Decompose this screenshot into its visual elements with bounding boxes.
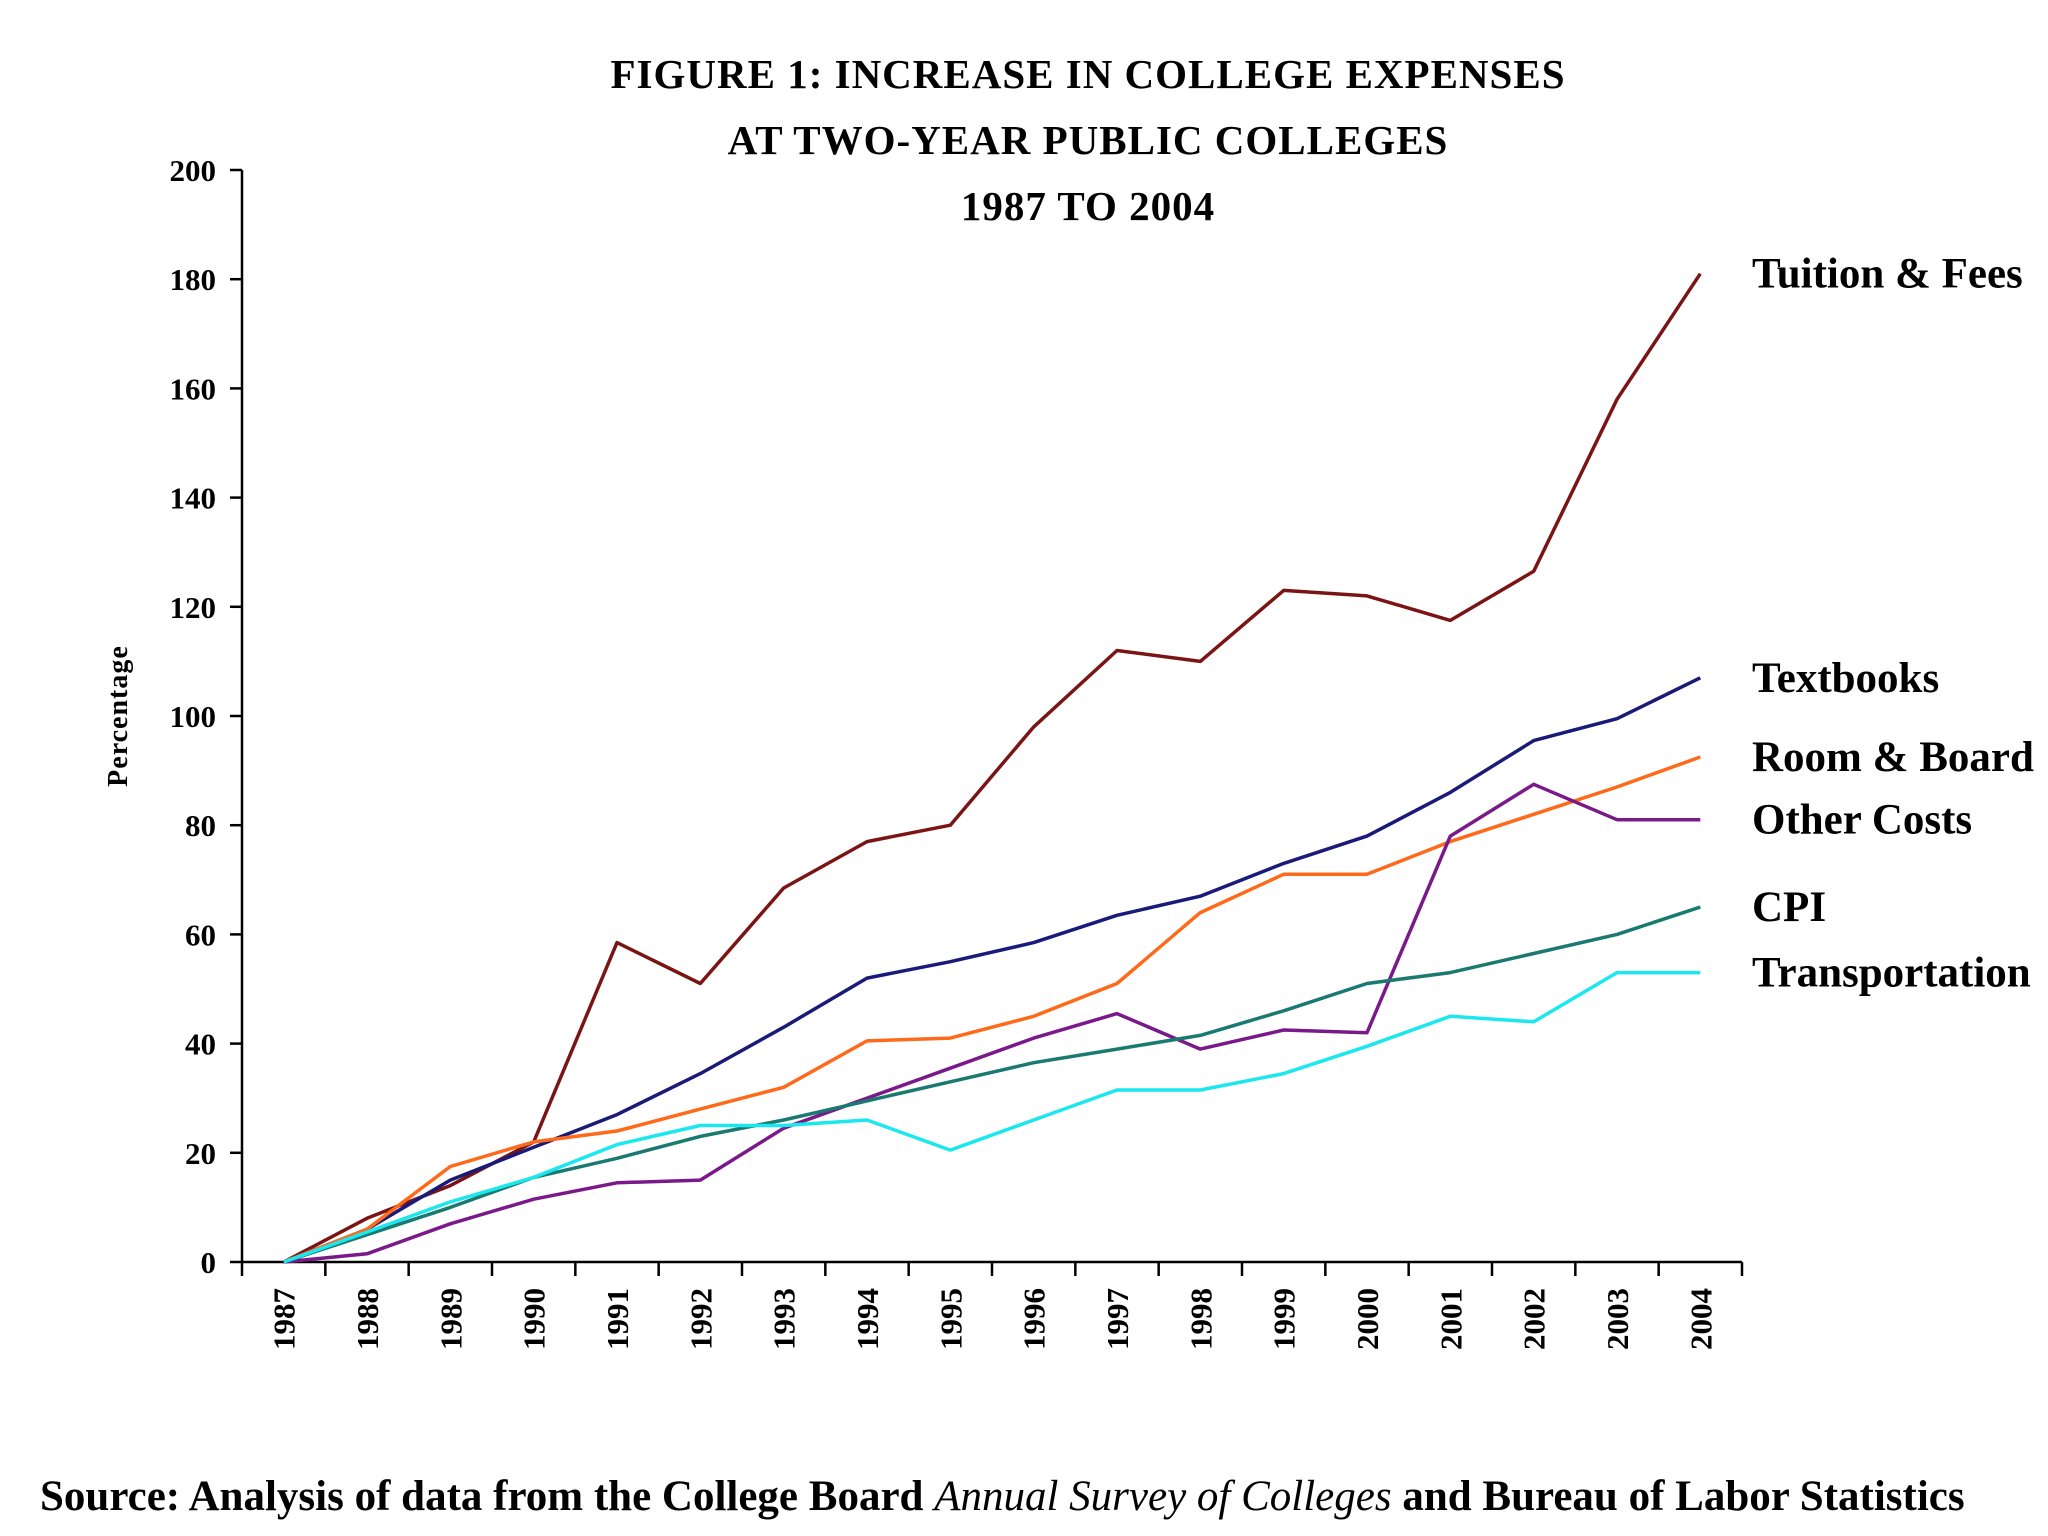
y-tick-label: 160	[170, 371, 217, 406]
y-tick-label: 40	[185, 1027, 216, 1062]
series-label: Tuition & Fees	[1752, 251, 2023, 298]
source-prefix: Source: Analysis of data from the Colleg…	[40, 1473, 935, 1520]
chart-title-line: FIGURE 1: INCREASE IN COLLEGE EXPENSES	[611, 51, 1566, 97]
x-tick-label: 1997	[1100, 1288, 1135, 1350]
chart-title-line: AT TWO-YEAR PUBLIC COLLEGES	[728, 117, 1449, 163]
x-tick-label: 1999	[1267, 1288, 1302, 1350]
x-tick-label: 2000	[1350, 1288, 1385, 1350]
x-tick-label: 1992	[683, 1288, 718, 1350]
x-tick-label: 1989	[433, 1288, 468, 1350]
x-axis: 1987 1988 1989 1990 1991 1992 1993 1994 1995 1996…	[240, 1262, 1744, 1350]
series-label: CPI	[1752, 884, 1826, 931]
x-tick-label: 2004	[1683, 1288, 1718, 1350]
x-tick-label: 1993	[767, 1288, 802, 1350]
x-tick-label: 1987	[267, 1288, 302, 1350]
x-tick-label: 1990	[517, 1288, 552, 1350]
x-tick-label: 2003	[1600, 1288, 1635, 1350]
series-line	[283, 970, 1701, 1264]
y-tick-label: 140	[170, 481, 217, 516]
y-tick-label: 200	[170, 153, 217, 188]
x-tick-label: 2001	[1433, 1288, 1468, 1350]
series-line	[283, 782, 1701, 1264]
x-tick-label: 1998	[1183, 1288, 1218, 1350]
series-label: Textbooks	[1752, 655, 1939, 702]
series-label: Transportation	[1752, 950, 2031, 997]
x-tick-label: 1995	[933, 1288, 968, 1350]
series-line	[283, 755, 1701, 1264]
x-tick-label: 1996	[1017, 1288, 1052, 1350]
y-tick-label: 180	[170, 262, 217, 297]
y-tick-label: 0	[201, 1245, 217, 1280]
source-suffix: and Bureau of Labor Statistics	[1391, 1473, 1965, 1520]
source-note: Source: Analysis of data from the Colleg…	[40, 1472, 2040, 1521]
chart-title: FIGURE 1: INCREASE IN COLLEGE EXPENSES A…	[611, 51, 1566, 229]
x-tick-label: 1991	[600, 1288, 635, 1350]
y-tick-label: 60	[185, 917, 216, 952]
y-tick-label: 80	[185, 808, 216, 843]
chart-title-line: 1987 TO 2004	[961, 183, 1215, 229]
y-tick-label: 120	[170, 590, 217, 625]
y-tick-label: 100	[170, 699, 217, 734]
x-tick-label: 1988	[350, 1288, 385, 1350]
series-labels: Tuition & Fees Textbooks Room & Board Other…	[1752, 251, 2034, 997]
y-axis-title: Percentage	[103, 645, 134, 787]
x-tick-label: 2002	[1517, 1288, 1552, 1350]
series-lines	[282, 272, 1702, 1264]
x-tick-label: 1994	[850, 1288, 885, 1350]
series-line	[282, 272, 1702, 1264]
series-label: Other Costs	[1752, 797, 1972, 844]
source-italic: Annual Survey of Colleges	[934, 1473, 1392, 1520]
series-line	[283, 676, 1702, 1264]
axes	[240, 170, 1742, 1264]
y-axis: 0 20 40 60 80 100 120 140 160 180 200	[170, 153, 242, 1280]
series-label: Room & Board	[1752, 734, 2034, 781]
y-tick-label: 20	[185, 1136, 216, 1171]
